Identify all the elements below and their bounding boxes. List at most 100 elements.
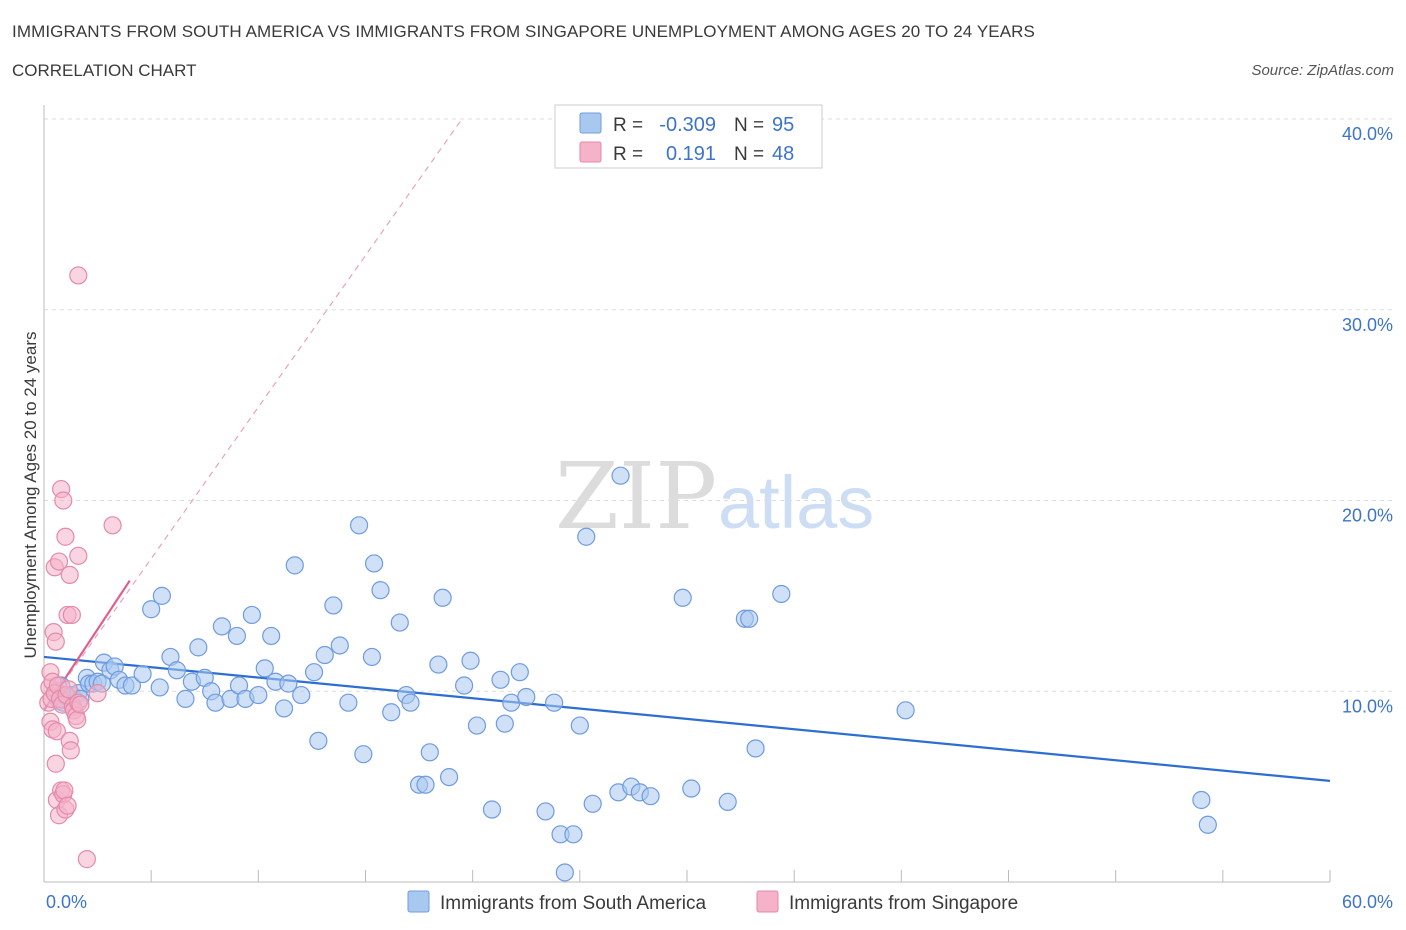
point-south-america <box>577 527 596 546</box>
point-south-america <box>746 739 765 758</box>
point-singapore <box>60 565 79 584</box>
point-south-america <box>371 581 390 600</box>
point-south-america <box>382 703 401 722</box>
point-south-america <box>517 687 536 707</box>
legend-swatch-singapore <box>756 890 779 913</box>
point-south-america <box>176 689 195 708</box>
point-south-america <box>545 693 564 712</box>
point-south-america <box>740 609 759 628</box>
point-south-america <box>349 516 369 535</box>
point-south-america <box>467 716 487 735</box>
point-south-america <box>641 787 660 806</box>
point-south-america <box>491 670 510 689</box>
point-south-america <box>142 600 161 619</box>
point-south-america <box>718 792 737 811</box>
point-south-america <box>292 685 311 705</box>
stats-n-value-1: 95 <box>772 114 794 136</box>
point-singapore <box>47 722 66 741</box>
y-tick-labels: 10.0% 20.0% 30.0% 40.0% <box>1342 124 1393 716</box>
x-tick-marks <box>43 870 1331 882</box>
point-south-america <box>416 775 435 794</box>
point-south-america <box>206 693 225 712</box>
y-tick-label-20: 20.0% <box>1342 506 1393 526</box>
point-south-america <box>454 676 474 695</box>
point-singapore <box>103 516 122 535</box>
point-south-america <box>401 693 420 712</box>
chart-title: IMMIGRANTS FROM SOUTH AMERICA VS IMMIGRA… <box>12 22 1035 41</box>
chart-subtitle: CORRELATION CHART <box>12 61 197 80</box>
point-singapore <box>55 781 74 800</box>
point-south-america <box>150 678 169 697</box>
legend-swatch-south-america <box>407 890 430 913</box>
point-south-america <box>262 626 281 646</box>
point-south-america <box>167 661 186 680</box>
point-south-america <box>285 556 304 575</box>
point-south-america <box>304 663 324 682</box>
point-south-america <box>583 794 602 813</box>
point-singapore <box>59 680 78 699</box>
grid-lines <box>44 118 1395 692</box>
point-south-america <box>339 693 358 712</box>
stats-r-value-1: -0.309 <box>659 114 716 136</box>
point-south-america <box>364 554 384 573</box>
point-singapore <box>77 850 96 869</box>
data-points <box>39 266 1217 882</box>
point-singapore <box>69 546 88 565</box>
point-singapore <box>69 266 88 285</box>
point-south-america <box>461 651 480 670</box>
point-south-america <box>433 588 452 607</box>
stats-r-label-2: R = <box>613 144 643 165</box>
point-singapore <box>46 632 65 651</box>
point-south-america <box>611 466 630 485</box>
point-south-america <box>673 588 692 607</box>
point-south-america <box>249 685 268 705</box>
stats-n-label-1: N = <box>734 115 764 136</box>
legend-label-singapore: Immigrants from Singapore <box>789 893 1018 914</box>
point-south-america <box>390 613 409 632</box>
point-singapore <box>71 695 90 714</box>
point-south-america <box>122 676 141 695</box>
point-south-america <box>133 664 152 684</box>
point-singapore <box>54 491 73 510</box>
legend-label-south-america: Immigrants from South America <box>440 893 707 914</box>
point-south-america <box>279 674 298 693</box>
point-south-america <box>330 636 349 655</box>
x-tick-label-max: 60.0% <box>1342 892 1393 912</box>
point-south-america <box>242 605 262 625</box>
point-south-america <box>227 626 246 646</box>
point-south-america <box>420 743 439 762</box>
point-singapore <box>61 741 80 760</box>
stats-r-value-2: 0.191 <box>666 143 716 165</box>
point-singapore <box>56 527 75 546</box>
stats-swatch-south-america <box>579 112 602 134</box>
point-south-america <box>255 659 274 678</box>
stats-swatch-singapore <box>579 141 602 163</box>
point-south-america <box>212 617 231 636</box>
point-south-america <box>896 701 915 720</box>
point-south-america <box>495 714 514 733</box>
point-south-america <box>362 647 382 667</box>
point-south-america <box>274 699 294 718</box>
point-south-america <box>570 716 589 735</box>
point-singapore <box>46 754 65 773</box>
stats-r-label-1: R = <box>613 115 643 136</box>
watermark-atlas: atlas <box>718 461 874 544</box>
y-tick-label-30: 30.0% <box>1342 315 1393 335</box>
point-south-america <box>482 800 502 819</box>
point-south-america <box>309 731 328 750</box>
point-south-america <box>189 638 208 657</box>
point-south-america <box>324 596 343 615</box>
point-south-america <box>772 584 791 604</box>
point-south-america <box>315 645 334 665</box>
trend-line-south-america <box>43 655 1331 782</box>
y-tick-label-10: 10.0% <box>1342 696 1393 716</box>
bottom-legend: Immigrants from South America Immigrants… <box>407 890 1018 914</box>
point-south-america <box>439 767 459 787</box>
point-south-america <box>1192 790 1211 810</box>
point-south-america <box>354 745 373 764</box>
y-tick-label-40: 40.0% <box>1342 124 1393 144</box>
source-label: Source: ZipAtlas.com <box>1251 62 1394 79</box>
x-tick-label-min: 0.0% <box>46 892 87 912</box>
stats-n-label-2: N = <box>734 144 764 165</box>
